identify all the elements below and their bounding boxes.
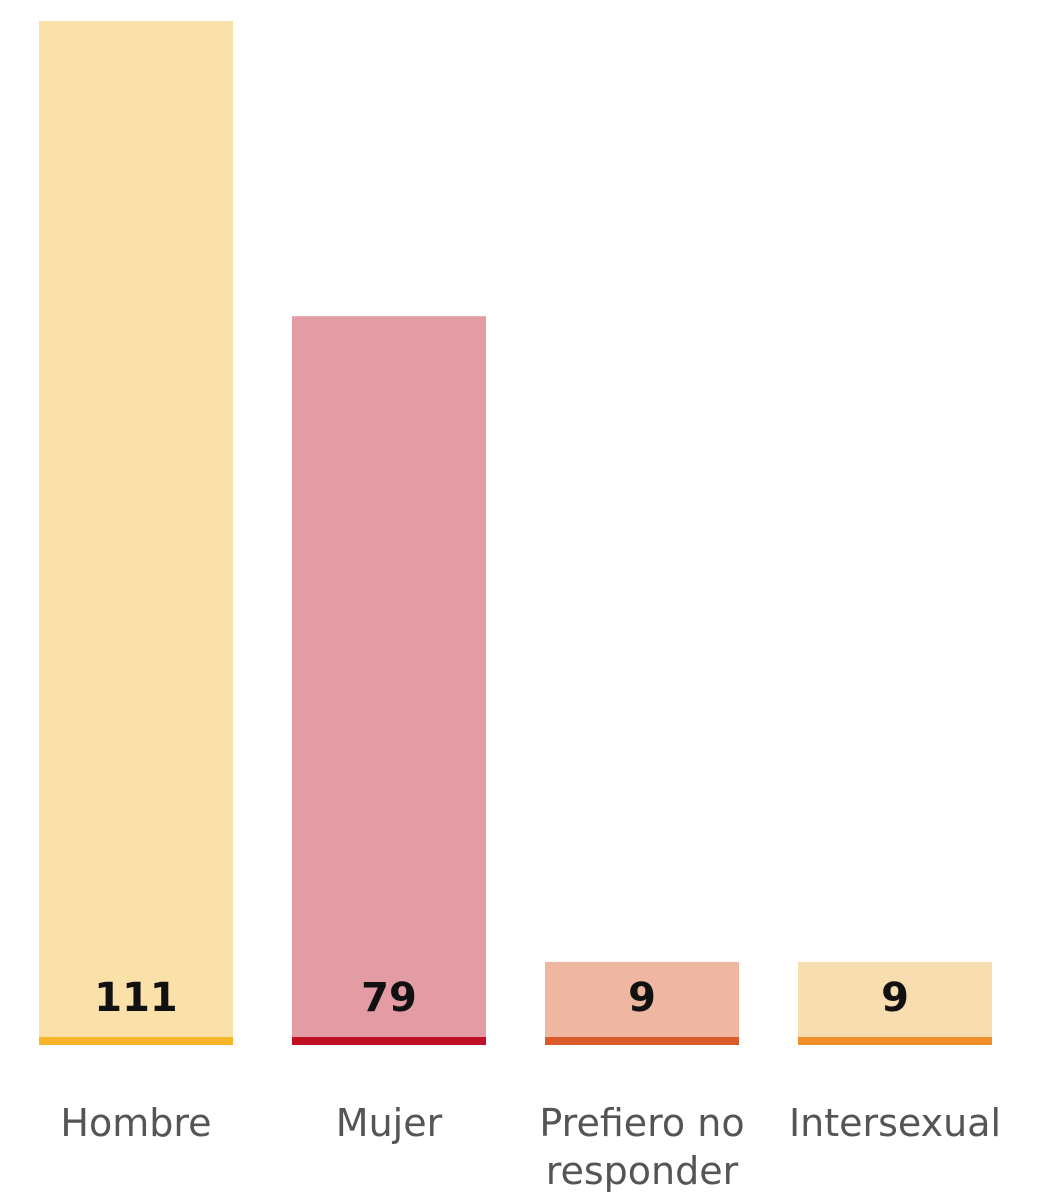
category-label: Prefiero no responder [539, 1101, 744, 1193]
category-label-line: Hombre [60, 1101, 211, 1145]
category-label-line: Prefiero no [539, 1101, 744, 1145]
bars-group [39, 21, 992, 1045]
bar-intersexual [798, 961, 992, 1045]
bar-value-label: 9 [881, 975, 909, 1021]
bar-hombre [39, 21, 233, 1045]
category-label: Mujer [336, 1101, 443, 1145]
bar-baseline [292, 1037, 486, 1045]
category-label-line: Mujer [336, 1101, 443, 1145]
bar-baseline [39, 1037, 233, 1045]
category-label: Intersexual [789, 1101, 1001, 1145]
bar-value-label: 79 [361, 975, 417, 1021]
category-label-line: responder [546, 1149, 739, 1193]
bar-mujer [292, 316, 486, 1045]
bar-value-label: 9 [628, 975, 656, 1021]
category-labels-group: Hombre Mujer Prefiero no responder Intersexu… [60, 1101, 1001, 1193]
bar-prefiero-no-responder [545, 961, 739, 1045]
category-label: Hombre [60, 1101, 211, 1145]
value-labels-group: 111 79 9 9 [94, 975, 909, 1021]
category-label-line: Intersexual [789, 1101, 1001, 1145]
bar-baseline [545, 1037, 739, 1045]
bar-value-label: 111 [94, 975, 178, 1021]
baselines-group [39, 1037, 992, 1045]
bar-baseline [798, 1037, 992, 1045]
